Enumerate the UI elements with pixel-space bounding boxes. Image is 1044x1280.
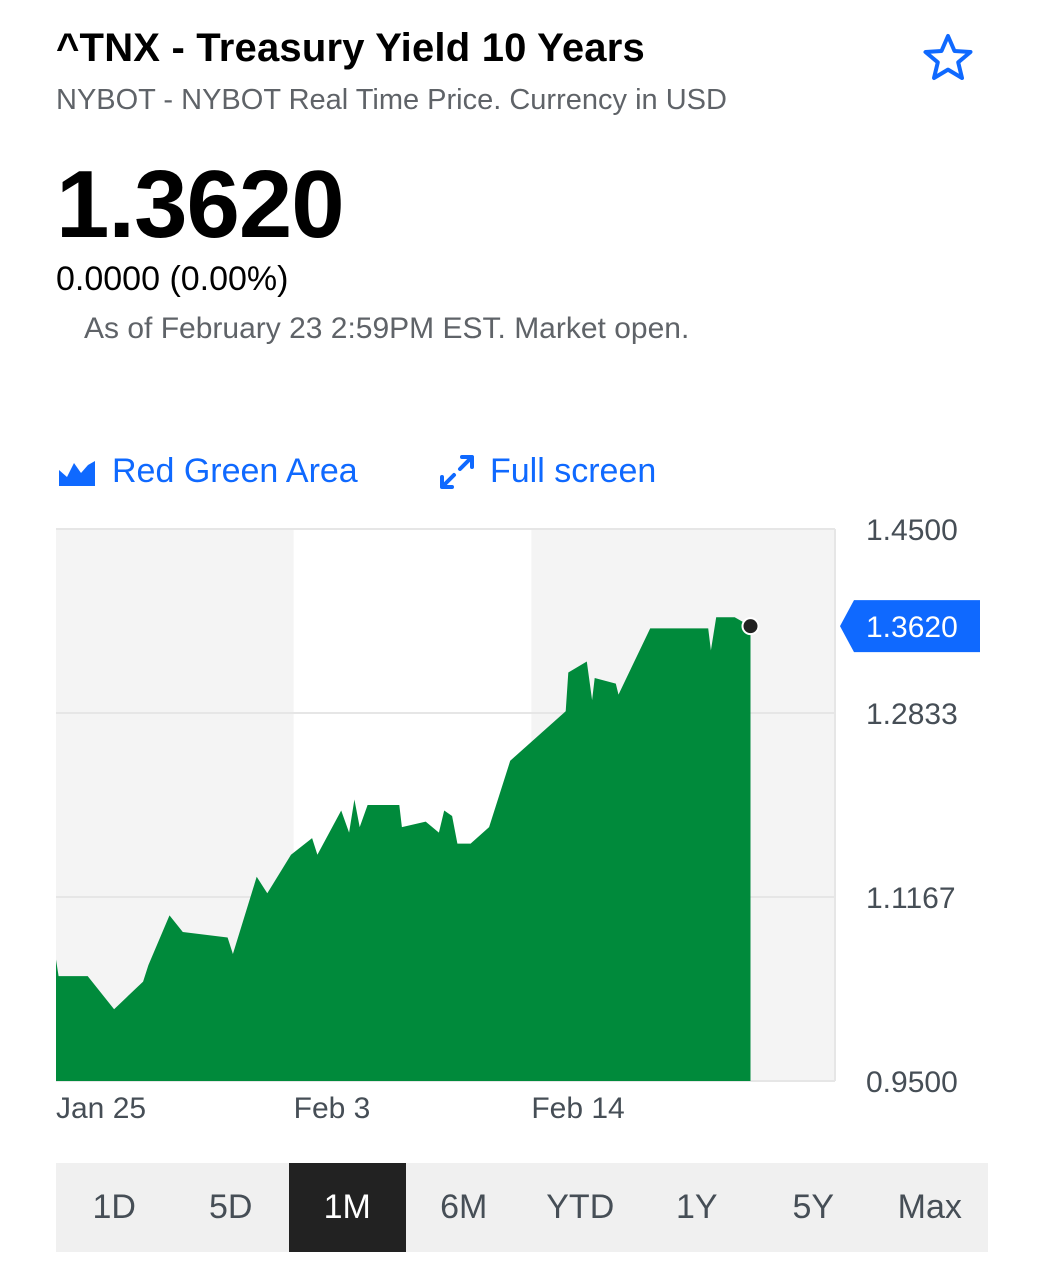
price-change: 0.0000 (0.00%) bbox=[56, 260, 289, 298]
range-button-1m[interactable]: 1M bbox=[289, 1163, 406, 1252]
as-of-timestamp: As of February 23 2:59PM EST. Market ope… bbox=[84, 312, 690, 345]
price-chart[interactable]: 1.4500 1.2833 1.1167 0.9500 1.3620 Jan 25 Feb … bbox=[0, 500, 1044, 1140]
y-tick-label: 0.9500 bbox=[866, 1066, 958, 1099]
y-tick-label: 1.1167 bbox=[866, 882, 956, 915]
y-tick-label: 1.4500 bbox=[866, 514, 958, 547]
fullscreen-button[interactable]: Full screen bbox=[440, 452, 656, 491]
range-button-ytd[interactable]: YTD bbox=[546, 1188, 615, 1226]
last-point-marker bbox=[741, 617, 760, 636]
quote-title: ^TNX - Treasury Yield 10 Years bbox=[56, 26, 645, 70]
star-outline-icon[interactable] bbox=[920, 30, 976, 86]
range-button-5y[interactable]: 5Y bbox=[792, 1188, 835, 1226]
last-price-label: 1.3620 bbox=[866, 611, 958, 644]
range-selector: 1D 5D 1M 6M YTD 1Y 5Y Max bbox=[56, 1163, 988, 1252]
chart-type-button[interactable]: Red Green Area bbox=[58, 452, 358, 491]
area-series bbox=[56, 617, 751, 1081]
area-chart-icon bbox=[59, 460, 95, 486]
expand-arrows-icon bbox=[440, 454, 474, 489]
range-button-6m[interactable]: 6M bbox=[440, 1188, 488, 1226]
range-button-max[interactable]: Max bbox=[897, 1188, 962, 1226]
last-price-tag bbox=[840, 600, 980, 653]
x-tick-label: Jan 25 bbox=[56, 1092, 146, 1125]
fullscreen-label: Full screen bbox=[490, 452, 657, 490]
current-price: 1.3620 bbox=[56, 151, 345, 258]
x-tick-label: Feb 14 bbox=[531, 1092, 624, 1125]
range-button-1d[interactable]: 1D bbox=[92, 1188, 136, 1226]
range-button-1y[interactable]: 1Y bbox=[675, 1188, 718, 1226]
y-tick-label: 1.2833 bbox=[866, 698, 958, 731]
x-tick-label: Feb 3 bbox=[294, 1092, 371, 1125]
range-button-5d[interactable]: 5D bbox=[209, 1188, 253, 1226]
chart-type-label: Red Green Area bbox=[112, 452, 358, 490]
quote-subtitle: NYBOT - NYBOT Real Time Price. Currency … bbox=[56, 84, 727, 116]
